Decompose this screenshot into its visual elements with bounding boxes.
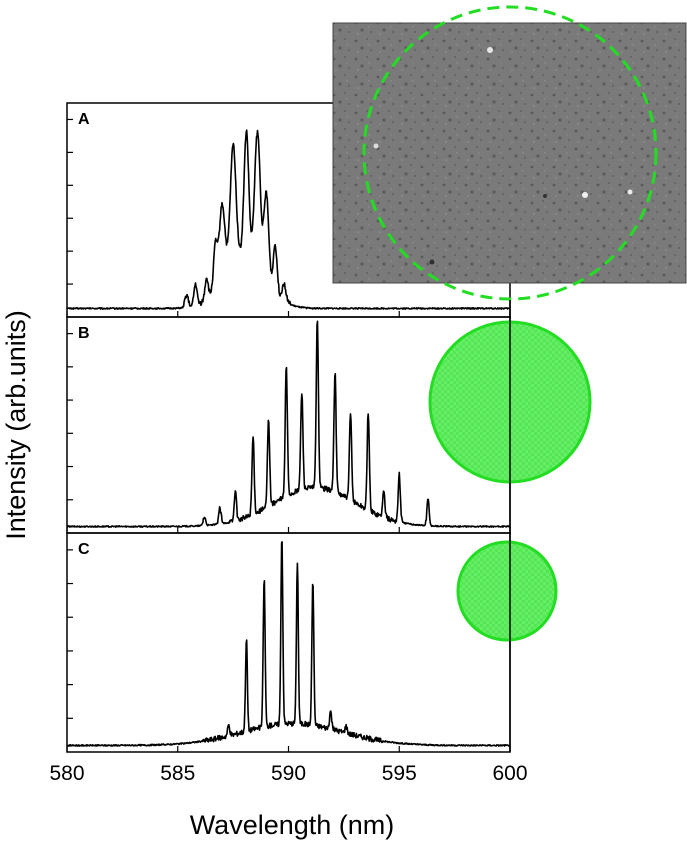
x-tick-label: 595 <box>382 762 417 785</box>
filled-circle-marker-c <box>456 540 558 642</box>
spectrum-line-C <box>66 541 511 747</box>
x-tick-label: 585 <box>160 762 195 785</box>
panel-C: C <box>66 532 511 753</box>
x-tick-labels: 580 585 590 595 600 <box>49 762 527 785</box>
x-tick-label: 590 <box>271 762 306 785</box>
panel-label-A: A <box>78 111 90 128</box>
x-tick-label: 600 <box>492 762 527 785</box>
panel-label-C: C <box>78 541 90 558</box>
x-tick-label: 580 <box>49 762 84 785</box>
panel-label-B: B <box>78 325 90 342</box>
spectrum-line-A <box>66 129 511 310</box>
x-axis-label: Wavelength (nm) <box>190 810 395 840</box>
microscope-image-inset <box>332 22 687 284</box>
spectrum-line-B <box>66 320 511 528</box>
dashed-circle-marker <box>362 5 658 301</box>
spectra-panels: A B C <box>66 102 511 753</box>
panel-C-frame <box>66 532 511 753</box>
y-axis-label: Intensity (arb.units) <box>1 310 31 540</box>
